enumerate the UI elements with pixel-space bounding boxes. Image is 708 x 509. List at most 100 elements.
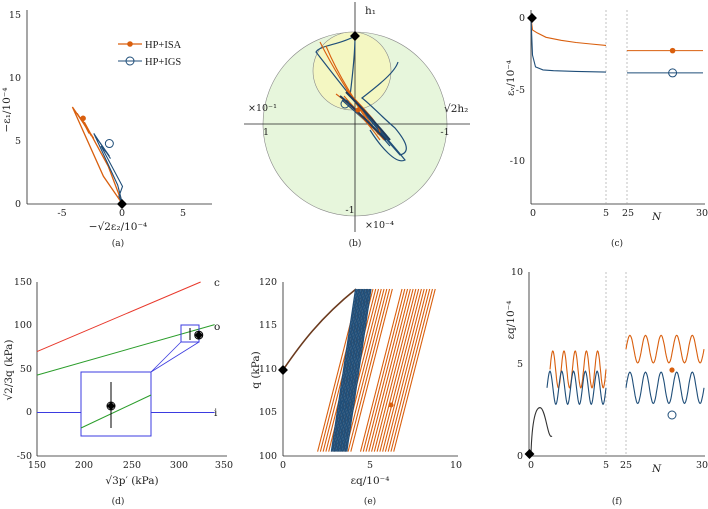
chart-d-ytick-3: 100 bbox=[14, 320, 32, 331]
chart-e-diamond bbox=[278, 365, 288, 375]
legend-igs-label: HP+IGS bbox=[145, 57, 181, 68]
e-isa-loop-22 bbox=[382, 288, 425, 452]
chart-f-caption: (f) bbox=[612, 496, 622, 507]
chart-c-marker-igs bbox=[668, 68, 678, 78]
chart-b-xtick-right: -1 bbox=[440, 127, 449, 138]
chart-e-ytick-4: 120 bbox=[259, 277, 277, 288]
chart-c-xtick-0: 0 bbox=[530, 208, 536, 219]
e-igs-loop-9 bbox=[341, 288, 368, 452]
chart-e-xtick-2: 10 bbox=[450, 460, 462, 471]
chart-e-xtick-0: 0 bbox=[280, 460, 286, 471]
chart-a-origin-diamond bbox=[117, 199, 127, 209]
e-igs-loop-2 bbox=[332, 288, 358, 452]
chart-d-ytick-0: -50 bbox=[17, 451, 32, 462]
chart-f-series-isa-early bbox=[549, 350, 607, 389]
chart-f-ylabel: εq/10⁻⁴ bbox=[505, 301, 517, 340]
chart-a-ylabel: −ε₁/10⁻⁴ bbox=[1, 87, 13, 132]
chart-e-igs-loops bbox=[330, 288, 372, 452]
chart-c-series-igs bbox=[530, 17, 607, 73]
chart-f-marker-isa bbox=[669, 367, 675, 373]
e-isa-loop-21 bbox=[379, 288, 422, 452]
chart-f-diamond bbox=[524, 449, 535, 459]
e-isa-loop-17 bbox=[368, 288, 411, 452]
chart-c-ytick-0: 0 bbox=[519, 13, 525, 24]
chart-c-xtick-3: 30 bbox=[696, 208, 708, 219]
chart-b: h₁ √2h₂ ×10⁻¹ 1 -1 -1 ×10⁻⁴ (b) bbox=[244, 2, 470, 249]
chart-d: -50 0 50 100 150 150 200 250 300 350 √3p… bbox=[3, 277, 233, 507]
e-isa-loop-11 bbox=[344, 288, 388, 452]
chart-e-loading-curve bbox=[283, 288, 357, 371]
chart-e-ytick-0: 100 bbox=[259, 451, 277, 462]
chart-d-xtick-4: 350 bbox=[215, 460, 233, 471]
chart-d-xtick-2: 250 bbox=[123, 460, 141, 471]
chart-b-xtick-left: 1 bbox=[263, 127, 269, 138]
chart-d-line-c bbox=[36, 281, 201, 353]
e-isa-loop-13 bbox=[350, 288, 393, 452]
chart-f-xtick-2: 25 bbox=[620, 460, 632, 471]
chart-a-xtick-0: -5 bbox=[57, 208, 66, 219]
e-igs-loop-8 bbox=[340, 288, 367, 452]
chart-e-ytick-3: 115 bbox=[259, 320, 277, 331]
chart-d-ylabel: √2/3q (kPa) bbox=[3, 339, 15, 400]
chart-d-xtick-3: 300 bbox=[170, 460, 188, 471]
e-isa-loop-15 bbox=[362, 288, 406, 452]
e-isa-loop-25 bbox=[390, 288, 434, 452]
chart-f-ytick-2: 10 bbox=[511, 267, 523, 278]
chart-e-ytick-1: 105 bbox=[259, 407, 277, 418]
chart-d-zoom-connector-1 bbox=[150, 341, 182, 373]
chart-b-scale-top: ×10⁻¹ bbox=[248, 103, 277, 114]
chart-e-ytick-2: 110 bbox=[259, 364, 277, 375]
chart-b-xlabel: √2h₂ bbox=[444, 103, 468, 115]
chart-a-xtick-2: 5 bbox=[180, 208, 186, 219]
chart-d-line-o bbox=[36, 324, 215, 376]
chart-d-point bbox=[194, 330, 203, 340]
chart-d-point-ring bbox=[194, 330, 204, 340]
e-igs-loop-7 bbox=[339, 288, 365, 452]
chart-d-inset bbox=[80, 371, 152, 437]
e-isa-loop-16 bbox=[365, 288, 409, 452]
legend-isa-marker bbox=[127, 41, 133, 47]
chart-e: 100 105 110 115 120 0 5 10 εq/10⁻⁴ q (kP… bbox=[250, 277, 462, 507]
b-igs-loop-2 bbox=[349, 35, 406, 162]
e-igs-loop-6 bbox=[337, 288, 364, 452]
e-igs-loop-5 bbox=[336, 288, 362, 452]
chart-c-xlabel: N bbox=[651, 211, 662, 223]
b-igs-loop-1 bbox=[315, 35, 407, 156]
e-isa-loop-26 bbox=[393, 288, 436, 452]
e-isa-loop-23 bbox=[384, 288, 428, 452]
chart-f-marker-igs bbox=[667, 410, 677, 420]
chart-e-marker-igs bbox=[339, 400, 349, 410]
chart-b-scale-bottom: ×10⁻⁴ bbox=[365, 220, 394, 231]
chart-d-ytick-4: 150 bbox=[14, 277, 32, 288]
chart-b-ytick-bottom: -1 bbox=[345, 205, 354, 216]
chart-d-xtick-1: 200 bbox=[75, 460, 93, 471]
chart-f-ytick-0: 0 bbox=[517, 451, 523, 462]
chart-f-initial-curve bbox=[530, 407, 553, 455]
b-band-2 bbox=[345, 91, 391, 141]
e-isa-loop-24 bbox=[387, 288, 431, 452]
chart-f-xtick-1: 5 bbox=[603, 460, 609, 471]
chart-d-caption: (d) bbox=[112, 496, 125, 507]
chart-b-ylabel: h₁ bbox=[365, 5, 376, 17]
chart-d-xlabel: √3p′ (kPa) bbox=[105, 475, 158, 487]
chart-c-ytick-2: -10 bbox=[510, 156, 525, 167]
chart-a-ytick-1: 5 bbox=[15, 136, 21, 147]
chart-d-xtick-0: 150 bbox=[28, 460, 46, 471]
chart-b-marker-igs bbox=[340, 99, 350, 109]
chart-c-series-isa bbox=[530, 17, 607, 46]
e-isa-loop-20 bbox=[376, 288, 420, 452]
e-isa-loop-19 bbox=[373, 288, 417, 452]
chart-a-legend: HP+ISA HP+IGS bbox=[118, 40, 182, 68]
chart-d-label-o: o bbox=[214, 321, 220, 333]
chart-a-marker-isa bbox=[80, 115, 86, 122]
chart-c-xtick-2: 25 bbox=[622, 208, 634, 219]
legend-igs-marker bbox=[125, 56, 135, 66]
e-isa-loop-18 bbox=[371, 288, 414, 452]
chart-a: 0 5 10 15 -5 0 5 −√2ε₂/10⁻⁴ −ε₁/10⁻⁴ HP+… bbox=[1, 10, 212, 249]
chart-e-ylabel: q (kPa) bbox=[250, 351, 262, 388]
e-igs-loop-1 bbox=[330, 288, 357, 452]
chart-d-label-c: c bbox=[214, 277, 220, 289]
chart-a-series-isa bbox=[71, 106, 124, 205]
chart-e-caption: (e) bbox=[364, 496, 376, 507]
chart-d-inset-line bbox=[80, 394, 152, 429]
